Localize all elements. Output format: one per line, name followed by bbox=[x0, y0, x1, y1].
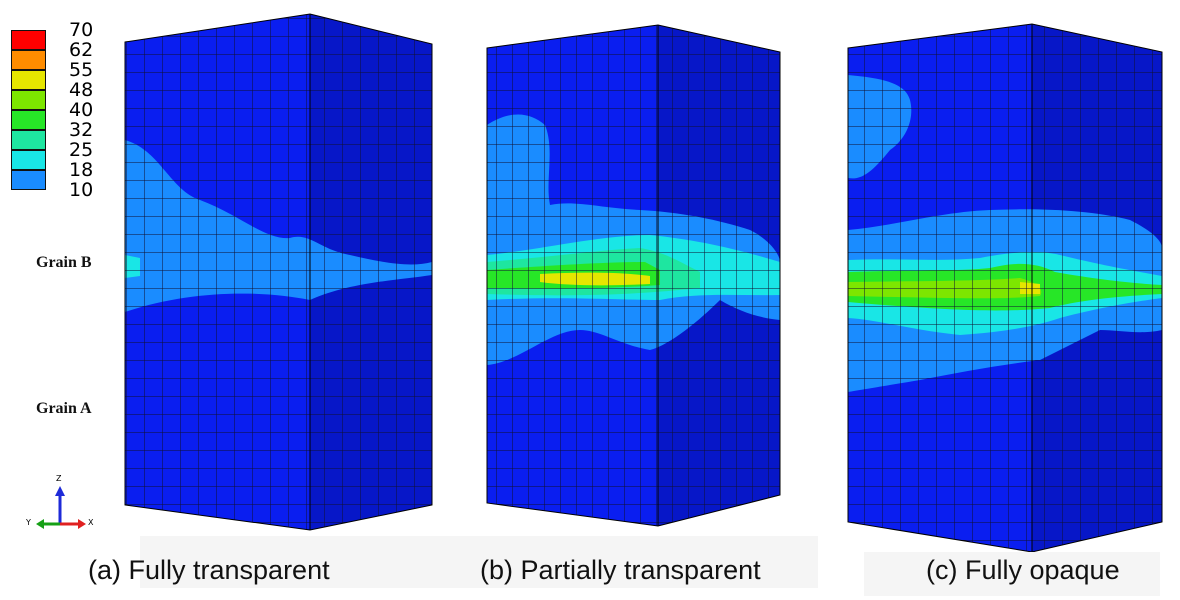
block-c-fully-opaque bbox=[848, 24, 1162, 552]
legend-value: 10 bbox=[69, 179, 94, 201]
axis-label-z: Z bbox=[56, 474, 62, 483]
grain-a-label: Grain A bbox=[36, 400, 92, 417]
caption-background bbox=[140, 536, 818, 588]
legend-swatch-25 bbox=[11, 150, 46, 170]
legend-value: 70 bbox=[69, 19, 94, 41]
caption-c: (c) Fully opaque bbox=[926, 555, 1120, 585]
axis-label-x: X bbox=[88, 518, 94, 527]
legend-swatch-32 bbox=[11, 130, 46, 150]
legend-value: 55 bbox=[69, 59, 94, 81]
legend-value: 48 bbox=[69, 79, 94, 101]
caption-b: (b) Partially transparent bbox=[480, 555, 761, 585]
block-a-fully-transparent bbox=[125, 14, 432, 530]
legend-value: 40 bbox=[69, 99, 94, 121]
legend-swatch-18 bbox=[11, 170, 46, 190]
legend-swatch-48 bbox=[11, 90, 46, 110]
legend-value: 32 bbox=[69, 119, 94, 141]
legend-swatch-62 bbox=[11, 50, 46, 70]
legend-value: 62 bbox=[69, 39, 94, 61]
legend-swatch-55 bbox=[11, 70, 46, 90]
legend-value: 25 bbox=[69, 139, 94, 161]
axis-label-y: Y bbox=[26, 518, 31, 527]
legend-swatch-70 bbox=[11, 30, 46, 50]
legend-swatch-40 bbox=[11, 110, 46, 130]
block-b-partially-transparent bbox=[487, 25, 780, 526]
grain-b-label: Grain B bbox=[36, 254, 92, 271]
legend-value: 18 bbox=[69, 159, 94, 181]
caption-background bbox=[864, 552, 1160, 596]
caption-a: (a) Fully transparent bbox=[88, 555, 330, 585]
axis-triad-icon bbox=[36, 486, 86, 529]
